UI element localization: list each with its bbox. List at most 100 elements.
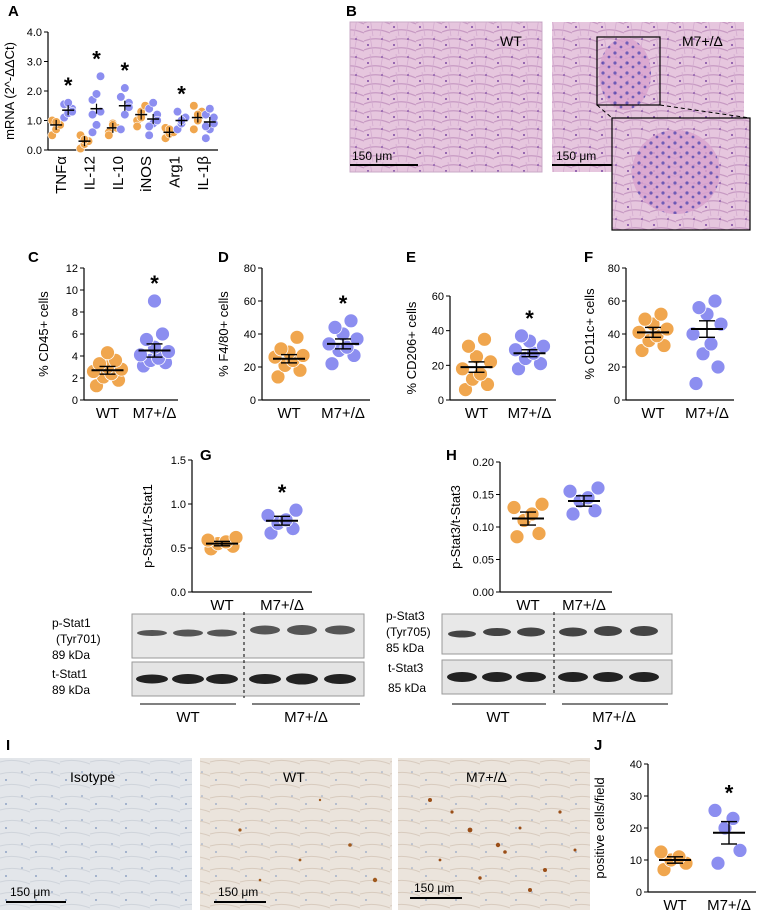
data-point bbox=[91, 89, 102, 99]
y-tick-label: 0.05 bbox=[473, 555, 494, 567]
y-tick-label: 4 bbox=[72, 351, 78, 363]
data-point bbox=[200, 532, 216, 548]
data-point bbox=[295, 348, 311, 363]
data-point bbox=[480, 376, 495, 392]
data-point bbox=[209, 112, 219, 123]
histology-wt: WT 150 μm bbox=[349, 21, 543, 173]
blot-h-row2-kda: 85 kDa bbox=[388, 681, 426, 695]
blot-g-row1-name: p-Stat1 bbox=[52, 616, 91, 630]
y-tick-label: 0.0 bbox=[27, 145, 42, 157]
scale-bar-label: 150 μm bbox=[352, 149, 392, 163]
data-point bbox=[590, 480, 606, 496]
data-point bbox=[270, 369, 286, 385]
y-tick-label: 80 bbox=[608, 263, 620, 275]
blot-h-group-mut: M7+/Δ bbox=[592, 709, 636, 726]
ihc-mut: M7+/Δ 150 μm bbox=[398, 758, 590, 910]
y-tick-label: 40 bbox=[244, 329, 256, 341]
blot-g-group-mut: M7+/Δ bbox=[284, 709, 328, 726]
data-point bbox=[327, 319, 343, 335]
blot-g: p-Stat1 (Tyr701) 89 kDa t-Stat1 89 kDa W… bbox=[52, 612, 365, 726]
data-point bbox=[201, 121, 211, 131]
scale-bar-label: 150 μm bbox=[10, 885, 50, 899]
y-tick-label: 0.20 bbox=[473, 457, 494, 469]
data-point bbox=[104, 130, 114, 140]
zoom-inset bbox=[611, 117, 751, 231]
category-label: IL-10 bbox=[110, 156, 127, 190]
blot-h-group-wt: WT bbox=[486, 709, 509, 726]
y-tick-label: 0 bbox=[614, 395, 620, 407]
y-tick-label: 40 bbox=[630, 759, 642, 771]
y-axis-label: positive cells/field bbox=[592, 777, 607, 878]
blot-h-row1-site: (Tyr705) bbox=[386, 625, 431, 639]
data-point bbox=[562, 483, 578, 499]
category-label: M7+/Δ bbox=[707, 897, 751, 914]
y-axis-label: % CD45+ cells bbox=[36, 291, 51, 377]
y-tick-label: 1.0 bbox=[171, 499, 186, 511]
category-label: IL-12 bbox=[82, 156, 99, 190]
significance-star: * bbox=[64, 73, 73, 98]
ihc-wt-label: WT bbox=[283, 769, 305, 785]
data-point bbox=[152, 115, 162, 126]
significance-star: * bbox=[525, 306, 534, 331]
significance-star: * bbox=[150, 271, 159, 296]
y-tick-label: 0.5 bbox=[171, 543, 186, 555]
y-tick-label: 1.5 bbox=[171, 455, 186, 467]
y-tick-label: 2 bbox=[72, 373, 78, 385]
y-tick-label: 80 bbox=[244, 263, 256, 275]
data-point bbox=[288, 502, 304, 518]
data-point bbox=[477, 331, 492, 347]
data-point bbox=[506, 500, 522, 515]
ihc-mut-label: M7+/Δ bbox=[466, 769, 507, 785]
y-tick-label: 60 bbox=[432, 291, 444, 303]
data-point bbox=[95, 71, 106, 81]
data-point bbox=[87, 109, 98, 120]
data-point bbox=[144, 121, 154, 131]
data-point bbox=[205, 104, 215, 114]
y-tick-label: 0.10 bbox=[473, 522, 494, 534]
scale-bar-label: 150 μm bbox=[414, 881, 454, 895]
category-label: iNOS bbox=[138, 156, 155, 192]
panel-letter-h: H bbox=[446, 447, 457, 464]
y-axis-label: mRNA (2^-ΔΔCt) bbox=[2, 42, 17, 140]
y-tick-label: 0 bbox=[72, 395, 78, 407]
data-point bbox=[155, 326, 170, 342]
y-axis-label: p-Stat3/t-Stat3 bbox=[448, 485, 463, 569]
y-tick-label: 3.0 bbox=[27, 57, 42, 69]
blot-h-row1-name: p-Stat3 bbox=[386, 609, 425, 623]
ihc-wt: WT 150 μm bbox=[200, 758, 392, 910]
category-label: M7+/Δ bbox=[508, 405, 552, 422]
significance-star: * bbox=[121, 58, 130, 83]
data-point bbox=[189, 101, 199, 111]
chart-c: 0 2 4 6 8 10 12 % CD45+ cells WT M7+/Δ * bbox=[36, 263, 178, 422]
y-tick-label: 30 bbox=[630, 791, 642, 803]
data-point bbox=[132, 121, 142, 131]
data-point bbox=[116, 92, 126, 102]
histology-mut: M7+/Δ 150 μm bbox=[552, 22, 751, 231]
panel-letter-f: F bbox=[584, 249, 593, 266]
data-point bbox=[461, 338, 476, 354]
category-label: WT bbox=[210, 597, 233, 614]
data-point bbox=[732, 843, 748, 858]
blot-h-row1-kda: 85 kDa bbox=[386, 641, 424, 655]
data-point bbox=[273, 341, 289, 357]
zoom-connector bbox=[596, 104, 613, 119]
y-tick-label: 0 bbox=[636, 887, 642, 899]
data-point bbox=[228, 530, 244, 545]
y-tick-label: 60 bbox=[244, 296, 256, 308]
chart-f: 0 20 40 60 80 % CD11c+ cells WT M7+/Δ bbox=[582, 263, 734, 422]
category-label: WT bbox=[516, 597, 539, 614]
data-point bbox=[100, 345, 115, 361]
significance-star: * bbox=[725, 780, 734, 805]
panel-letter-c: C bbox=[28, 249, 39, 266]
ihc-isotype-label: Isotype bbox=[70, 769, 115, 785]
data-point bbox=[189, 124, 199, 134]
data-point bbox=[87, 127, 98, 137]
charts-layer: 0.0 1.0 2.0 3.0 4.0 mRNA (2^-ΔΔCt) TNFα * IL-12 *… bbox=[2, 27, 756, 914]
y-tick-label: 4.0 bbox=[27, 27, 42, 39]
panel-letter-g: G bbox=[200, 447, 212, 464]
data-point bbox=[148, 98, 158, 108]
category-label: M7+/Δ bbox=[685, 405, 729, 422]
y-tick-label: 0 bbox=[250, 395, 256, 407]
y-tick-label: 20 bbox=[432, 360, 444, 372]
